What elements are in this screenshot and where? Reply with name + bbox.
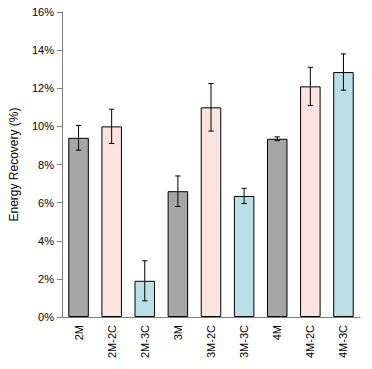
svg-text:6%: 6% [38,197,54,209]
svg-text:3M-2C: 3M-2C [205,325,217,358]
svg-text:2%: 2% [38,273,54,285]
svg-text:4%: 4% [38,235,54,247]
svg-text:16%: 16% [32,6,54,18]
svg-text:4M-3C: 4M-3C [337,325,349,358]
svg-text:3M-3C: 3M-3C [238,325,250,358]
svg-text:14%: 14% [32,44,54,56]
svg-text:10%: 10% [32,120,54,132]
svg-text:8%: 8% [38,159,54,171]
svg-text:2M-3C: 2M-3C [139,325,151,358]
svg-text:4M-2C: 4M-2C [304,325,316,358]
svg-text:0%: 0% [38,311,54,323]
svg-text:Energy Recovery (%): Energy Recovery (%) [7,107,21,221]
svg-text:3M: 3M [172,325,184,340]
svg-text:12%: 12% [32,82,54,94]
svg-text:2M-2C: 2M-2C [106,325,118,358]
svg-text:2M: 2M [73,325,85,340]
svg-text:4M: 4M [271,325,283,340]
